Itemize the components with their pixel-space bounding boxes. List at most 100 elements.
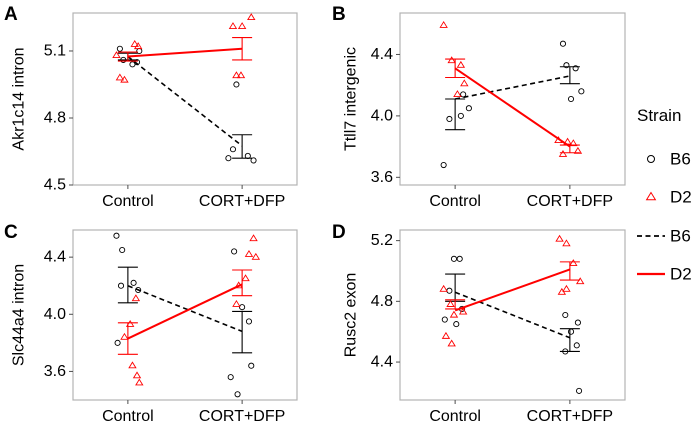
data-point-d2 (456, 60, 466, 68)
data-point-d2 (135, 378, 144, 386)
data-point-d2 (133, 42, 143, 50)
panel-letter: A (4, 4, 18, 25)
data-point-d2 (569, 139, 578, 147)
data-point-d2 (241, 274, 250, 282)
data-point-d2 (232, 299, 241, 307)
data-point-b6 (450, 255, 458, 262)
data-point-b6 (234, 391, 241, 398)
y-axis-label: Akr1c14 intron (11, 47, 28, 150)
data-point-d2 (453, 90, 462, 97)
data-point-b6 (574, 319, 581, 326)
data-point-d2 (447, 56, 456, 64)
y-tick-label: 4.4 (44, 249, 66, 266)
data-point-d2 (112, 51, 121, 59)
panel-a: A Akr1c14 intron 4.5 4.8 5.1 Control CORT+DFP (4, 4, 298, 210)
data-point-d2 (458, 307, 468, 315)
data-point-b6 (245, 318, 253, 325)
y-tick-label: 3.6 (371, 169, 393, 186)
data-point-d2 (562, 284, 571, 292)
data-point-d2 (115, 73, 125, 81)
y-tick-label: 4.4 (371, 46, 393, 63)
panel-letter: B (332, 4, 346, 25)
series-b6 (441, 255, 583, 394)
data-point-b6 (457, 112, 464, 119)
data-point-d2 (569, 259, 578, 266)
data-point-b6 (227, 374, 234, 381)
data-point-d2 (446, 300, 455, 307)
data-point-d2 (125, 319, 135, 327)
data-point-d2 (251, 252, 261, 260)
data-point-d2 (573, 146, 583, 154)
data-point-d2 (575, 277, 585, 285)
y-tick-label: 4.0 (371, 107, 393, 124)
legend-key: D2 (645, 188, 692, 207)
panel-c: C Slc44a4 intron 3.6 4.0 4.4 Control CORT+DFP (4, 222, 298, 425)
data-point-d2 (128, 361, 137, 369)
data-point-d2 (237, 22, 247, 29)
series-d2 (439, 20, 583, 157)
data-point-d2 (232, 71, 241, 79)
data-point-b6 (248, 362, 255, 369)
legend-key: B6 (647, 150, 691, 169)
data-point-b6 (113, 232, 120, 239)
data-point-b6 (114, 339, 121, 346)
panel-d: D Rusc2 exon 4.4 4.8 5.2 Control CORT+DFP (332, 222, 626, 425)
mean-line-d2 (127, 283, 243, 340)
data-point-b6 (116, 45, 123, 52)
data-point-b6 (563, 62, 570, 69)
data-point-b6 (465, 105, 472, 112)
data-point-b6 (559, 40, 567, 47)
legend-label: B6 (670, 227, 691, 246)
y-axis-label: Slc44a4 intron (11, 264, 28, 366)
data-point-d2 (447, 339, 456, 347)
plot-frame (399, 229, 626, 401)
plot-frame (72, 229, 298, 401)
y-axis-label: Rusc2 exon (343, 273, 360, 358)
series-d2 (112, 13, 256, 83)
mean-line-b6 (454, 75, 571, 100)
x-tick-label: CORT+DFP (199, 193, 285, 210)
data-point-d2 (460, 79, 469, 87)
legend-label: D2 (670, 188, 692, 207)
y-tick-label: 4.8 (371, 293, 393, 310)
data-point-b6 (231, 248, 238, 255)
y-tick-label: 5.1 (44, 42, 66, 59)
data-point-d2 (130, 39, 139, 47)
data-point-d2 (249, 234, 258, 242)
series-b6 (113, 232, 255, 398)
x-tick-label: Control (429, 193, 481, 210)
legend-key: B6 (637, 227, 691, 246)
y-tick-label: 5.2 (371, 232, 393, 249)
y-tick-label: 4.0 (44, 306, 66, 323)
x-tick-label: Control (429, 408, 481, 425)
data-point-d2 (558, 149, 568, 157)
data-point-b6 (130, 279, 137, 286)
series-b6 (440, 40, 585, 169)
data-point-b6 (576, 387, 583, 394)
data-point-d2 (120, 75, 129, 83)
x-tick-label: CORT+DFP (527, 193, 613, 210)
data-point-b6 (250, 157, 257, 164)
y-tick-label: 4.4 (371, 354, 393, 371)
data-point-d2 (562, 239, 571, 247)
y-tick-label: 4.8 (44, 109, 66, 126)
legend-circle-icon (647, 155, 655, 163)
data-point-d2 (120, 332, 129, 340)
data-point-b6 (446, 115, 453, 123)
plot-frame (399, 12, 626, 186)
data-point-d2 (441, 331, 451, 339)
data-point-d2 (439, 20, 448, 28)
legend: Strain B6 D2 B6 D2 (637, 106, 692, 284)
data-point-b6 (460, 91, 467, 98)
mean-line-b6 (127, 284, 243, 333)
y-axis-label: Ttll7 intergenic (343, 47, 360, 151)
mean-line-d2 (454, 268, 571, 312)
mean-line-b6 (127, 55, 243, 147)
data-point-d2 (244, 249, 254, 257)
plot-frame (72, 12, 298, 186)
y-tick-label: 3.6 (44, 363, 66, 380)
data-point-d2 (439, 284, 448, 292)
data-point-b6 (453, 321, 460, 328)
data-point-b6 (578, 88, 585, 95)
